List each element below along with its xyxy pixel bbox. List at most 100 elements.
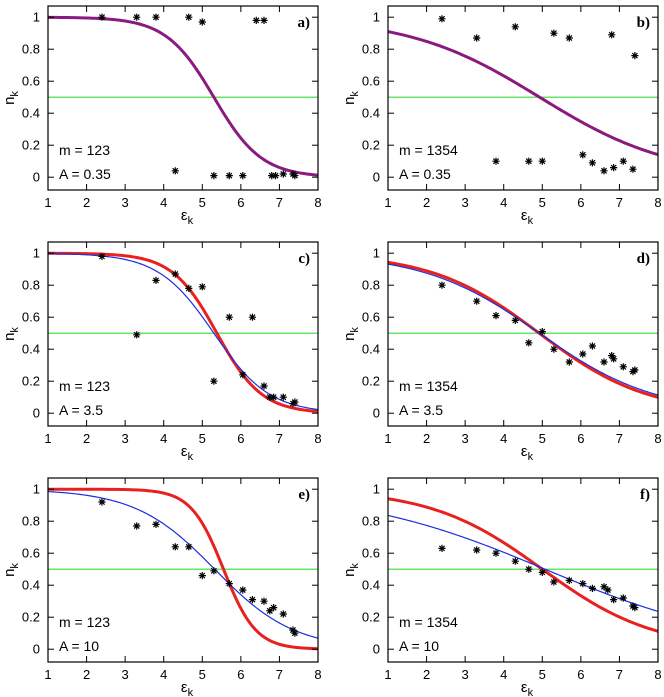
y-axis-label: nk	[341, 91, 361, 105]
panel-b: 1 2 3 4 5 6 7 8 0 0.2 0.4 0.6 0.8 1 εk nk m = 1354 A = 0.…	[341, 5, 662, 227]
data-point	[270, 393, 278, 401]
x-tick-label: 4	[160, 667, 167, 682]
y-tick-label: 0.6	[362, 310, 380, 325]
panel-e: 1 2 3 4 5 6 7 8 0 0.2 0.4 0.6 0.8 1 εk nk m = 123 A = 10 e…	[1, 477, 322, 697]
x-tick-label: 3	[462, 667, 469, 682]
data-point	[588, 584, 597, 592]
data-point	[260, 382, 268, 390]
x-tick-label: 8	[654, 431, 661, 446]
y-tick-label: 0.6	[362, 74, 380, 89]
data-point	[631, 366, 639, 374]
y-tick-label: 0	[373, 170, 380, 185]
y-tick-label: 1	[33, 482, 40, 497]
x-tick-label: 5	[199, 195, 206, 210]
panel-a: 1 2 3 4 5 6 7 8 0 0.2 0.4 0.6 0.8 1 εk nk m = 123 A = 0.3…	[1, 5, 322, 227]
data-point	[225, 313, 233, 321]
data-point	[279, 393, 287, 401]
data-point	[98, 498, 106, 506]
y-tick-label: 0	[33, 642, 40, 657]
data-point	[260, 597, 268, 605]
curve-red	[48, 487, 318, 651]
x-tick-label: 5	[539, 431, 546, 446]
y-tick-label: 0.6	[22, 310, 40, 325]
curve-blue	[388, 514, 658, 612]
annotation: A = 0.35	[59, 166, 111, 182]
x-tick-label: 7	[616, 431, 623, 446]
x-axis-label-sub: k	[188, 451, 194, 463]
data-point	[511, 557, 519, 565]
data-point	[631, 52, 639, 60]
y-axis-label-sub: k	[9, 327, 21, 333]
data-point	[600, 583, 608, 591]
data-point	[610, 355, 618, 363]
y-axis-label: nk	[1, 91, 21, 105]
y-tick-label: 0.8	[22, 42, 40, 57]
y-tick-label: 0.8	[362, 514, 380, 529]
y-tick-label: 0.6	[362, 546, 380, 561]
data-point	[225, 172, 233, 180]
data-point	[133, 13, 141, 21]
data-point	[171, 543, 179, 551]
curve-fit	[388, 30, 658, 157]
data-point	[473, 546, 481, 554]
y-tick-label: 0.6	[22, 74, 40, 89]
data-point	[271, 172, 280, 180]
x-axis-label: εk	[521, 207, 534, 227]
x-tick-label: 7	[276, 431, 283, 446]
data-point	[579, 350, 587, 358]
y-tick-label: 0.2	[22, 374, 40, 389]
x-tick-label: 8	[654, 195, 661, 210]
plot-frame	[47, 241, 319, 427]
annotation: A = 3.5	[399, 402, 443, 418]
data-point	[473, 34, 481, 42]
x-tick-label: 1	[384, 431, 391, 446]
annotation: m = 1354	[399, 614, 458, 630]
x-tick-label: 5	[199, 667, 206, 682]
y-tick-label: 0.4	[22, 106, 40, 121]
data-point	[631, 604, 639, 612]
x-tick-label: 6	[237, 667, 244, 682]
x-tick-label: 8	[314, 195, 321, 210]
x-tick-label: 2	[83, 667, 90, 682]
x-tick-label: 1	[384, 667, 391, 682]
curve-blue	[388, 263, 658, 396]
data-point	[492, 549, 500, 557]
panel-c: 1 2 3 4 5 6 7 8 0 0.2 0.4 0.6 0.8 1 εk nk m = 123 A = 3.5…	[1, 241, 322, 463]
y-tick-label: 0.8	[22, 514, 40, 529]
x-axis-label-sub: k	[528, 215, 534, 227]
x-tick-label: 7	[276, 667, 283, 682]
x-tick-label: 8	[314, 431, 321, 446]
data-point	[210, 567, 218, 575]
y-axis-label-sub: k	[9, 563, 21, 569]
data-point	[525, 157, 533, 165]
x-tick-label: 1	[44, 195, 51, 210]
data-point	[588, 342, 597, 350]
data-point	[610, 164, 618, 172]
x-tick-label: 3	[122, 667, 129, 682]
plot-frame	[47, 5, 319, 191]
y-tick-label: 0	[33, 170, 40, 185]
annotation: m = 1354	[399, 378, 458, 394]
data-point	[239, 371, 247, 379]
x-tick-label: 5	[539, 667, 546, 682]
data-point	[239, 172, 247, 180]
data-point	[550, 29, 558, 37]
data-point	[619, 157, 627, 165]
y-tick-label: 1	[373, 10, 380, 25]
panel-label: b)	[637, 15, 650, 31]
y-axis-label: nk	[341, 563, 361, 577]
data-point	[550, 345, 558, 353]
data-point	[152, 276, 160, 284]
annotation: A = 10	[399, 638, 439, 654]
y-tick-label: 0.2	[362, 374, 380, 389]
y-tick-label: 0.2	[362, 610, 380, 625]
y-tick-label: 1	[373, 246, 380, 261]
x-tick-label: 3	[122, 431, 129, 446]
x-tick-label: 1	[44, 667, 51, 682]
x-tick-label: 3	[122, 195, 129, 210]
x-axis-label: εk	[521, 443, 534, 463]
y-tick-label: 0.6	[22, 546, 40, 561]
y-tick-label: 1	[373, 482, 380, 497]
data-point	[133, 331, 141, 339]
data-point	[133, 522, 141, 530]
